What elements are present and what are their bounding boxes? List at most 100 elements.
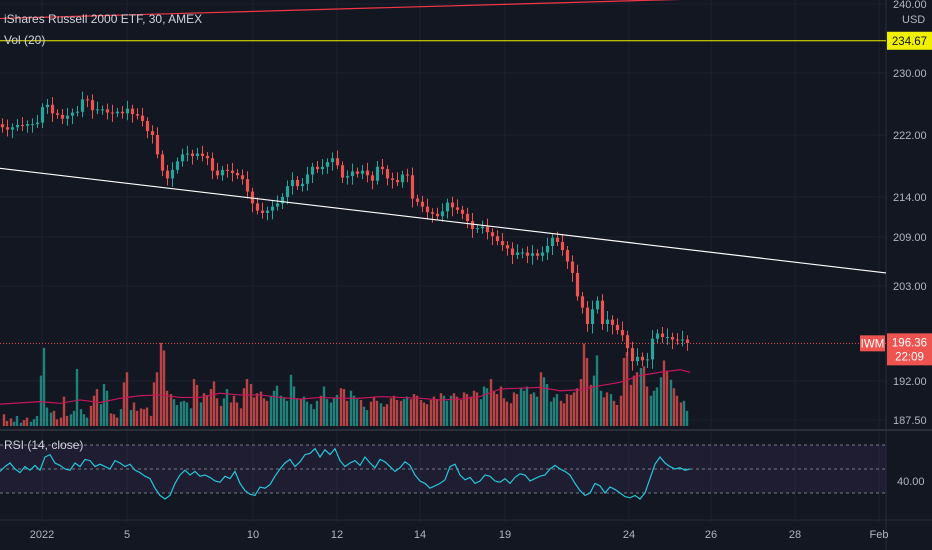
time-tick-label: 12 xyxy=(331,529,343,541)
candle-body xyxy=(205,155,210,159)
candle-body xyxy=(500,241,505,246)
candle-body xyxy=(410,175,415,199)
candle-body xyxy=(605,319,610,324)
chart-title[interactable]: iShares Russell 2000 ETF, 30, AMEX xyxy=(4,12,203,26)
candle-body xyxy=(270,206,275,211)
volume-bar xyxy=(222,398,226,426)
volume-bar xyxy=(505,401,509,426)
candle-body xyxy=(430,212,435,214)
volume-bar xyxy=(335,394,339,426)
candle-body xyxy=(390,178,395,180)
volume-bar xyxy=(49,412,53,426)
volume-bar xyxy=(479,399,483,426)
candle-body xyxy=(25,124,30,126)
volume-bar xyxy=(289,374,293,426)
candle-body xyxy=(320,166,325,170)
volume-bar xyxy=(12,421,16,426)
candle-body xyxy=(565,250,570,262)
candle-body xyxy=(15,124,20,128)
volume-bar xyxy=(455,396,459,426)
volume-bar xyxy=(129,410,133,426)
candle-body xyxy=(240,175,245,180)
volume-bar xyxy=(132,402,136,426)
volume-bar xyxy=(685,410,689,426)
volume-bar xyxy=(245,378,249,426)
volume-bar xyxy=(465,394,469,426)
candle-body xyxy=(100,109,105,111)
volume-bar xyxy=(392,395,396,426)
price-series xyxy=(0,91,690,371)
volume-bar xyxy=(405,396,409,426)
candle-body xyxy=(475,228,480,230)
volume-bar xyxy=(275,385,279,426)
volume-bar xyxy=(285,400,289,426)
candle-body xyxy=(35,122,40,125)
candle-body xyxy=(335,158,340,166)
candle-body xyxy=(530,253,535,256)
volume-bar xyxy=(435,399,439,426)
volume-bar xyxy=(575,388,579,426)
candle-body xyxy=(465,213,470,221)
candle-body xyxy=(490,232,495,237)
last-price-tag xyxy=(887,333,932,366)
volume-bar xyxy=(379,403,383,426)
candle-body xyxy=(595,300,600,310)
candle-body xyxy=(670,336,675,340)
candle-body xyxy=(510,248,515,255)
volume-bar xyxy=(75,368,79,426)
last-price-tag-value: 196.36 xyxy=(892,337,927,349)
volume-bar xyxy=(122,382,126,426)
candle-body xyxy=(680,339,685,341)
volume-bar xyxy=(35,415,39,426)
volume-bar xyxy=(585,357,589,426)
volume-bar xyxy=(99,404,103,426)
volume-bar xyxy=(342,389,346,426)
volume-bar xyxy=(299,399,303,426)
candle-body xyxy=(20,124,25,126)
volume-bar xyxy=(372,396,376,426)
price-tick-label: 222.00 xyxy=(893,130,927,142)
volume-bar xyxy=(489,378,493,426)
volume-legend[interactable]: Vol (20) xyxy=(4,33,46,47)
candle-body xyxy=(370,175,375,181)
volume-bar xyxy=(625,352,629,426)
volume-bar xyxy=(192,378,196,426)
volume-bar xyxy=(162,350,166,426)
volume-bar xyxy=(175,405,179,426)
candle-body xyxy=(30,124,35,126)
volume-bar xyxy=(219,405,223,426)
volume-bar xyxy=(79,409,83,426)
volume-bar xyxy=(462,392,466,426)
candle-body xyxy=(180,154,185,162)
candle-body xyxy=(325,162,330,167)
candle-body xyxy=(290,179,295,187)
candle-body xyxy=(520,252,525,254)
volume-bar xyxy=(209,389,213,426)
volume-bar xyxy=(419,399,423,426)
candle-body xyxy=(220,169,225,176)
candle-body xyxy=(420,201,425,207)
volume-bar xyxy=(322,386,326,426)
candle-body xyxy=(585,307,590,324)
candle-body xyxy=(0,124,5,128)
volume-bar xyxy=(632,375,636,426)
volume-bar xyxy=(665,370,669,426)
rsi-legend[interactable]: RSI (14, close) xyxy=(4,438,84,452)
volume-bar xyxy=(525,386,529,426)
candle-body xyxy=(355,171,360,174)
volume-bar xyxy=(265,400,269,426)
volume-bar xyxy=(645,386,649,426)
volume-bar xyxy=(589,384,593,426)
candle-body xyxy=(380,166,385,170)
volume-bar xyxy=(262,398,266,426)
volume-bar xyxy=(52,410,56,426)
candle-body xyxy=(310,166,315,175)
candle-body xyxy=(125,108,130,114)
volume-bar xyxy=(649,395,653,426)
volume-bar xyxy=(522,390,526,426)
volume-bar xyxy=(65,415,69,426)
volume-bar xyxy=(205,394,209,426)
candle-body xyxy=(45,104,50,108)
volume-bar xyxy=(295,398,299,426)
